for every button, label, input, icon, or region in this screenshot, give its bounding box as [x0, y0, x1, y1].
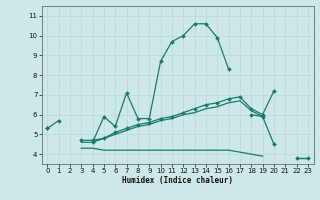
X-axis label: Humidex (Indice chaleur): Humidex (Indice chaleur) [122, 176, 233, 185]
